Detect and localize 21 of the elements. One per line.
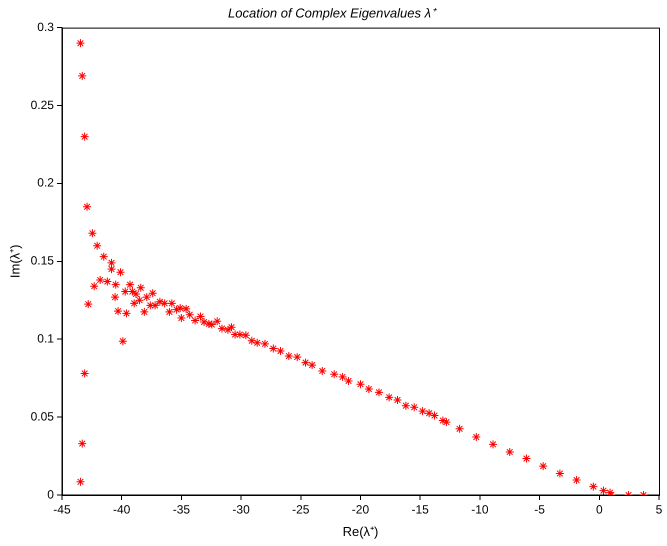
y-tick-label: 0.15 [30, 254, 54, 268]
x-tick-label: -25 [292, 502, 310, 517]
y-tick-label: 0 [47, 487, 54, 502]
x-tick-label: -30 [232, 502, 250, 517]
x-tick-label: -35 [172, 502, 190, 517]
x-axis-title: Re(λ⁺) [342, 524, 378, 539]
y-tick-label: 0.3 [37, 20, 54, 34]
y-tick-label: 0.05 [30, 409, 54, 424]
y-tick-label: 0.25 [30, 98, 54, 112]
chart-title: Location of Complex Eigenvalues λ⁺ [228, 5, 437, 20]
x-tick-label: -20 [352, 502, 370, 517]
x-tick-label: 0 [596, 502, 603, 517]
x-tick-label: -45 [53, 502, 71, 517]
x-tick-label: -5 [534, 502, 546, 517]
y-tick-label: 0.1 [37, 332, 54, 346]
x-tick-label: -15 [412, 502, 430, 517]
x-tick-label: -10 [471, 502, 489, 517]
y-axis-title: Im(λ⁺) [7, 244, 22, 278]
x-tick-label: 5 [656, 502, 663, 517]
y-tick-label: 0.2 [37, 176, 54, 190]
x-tick-label: -40 [112, 502, 131, 517]
